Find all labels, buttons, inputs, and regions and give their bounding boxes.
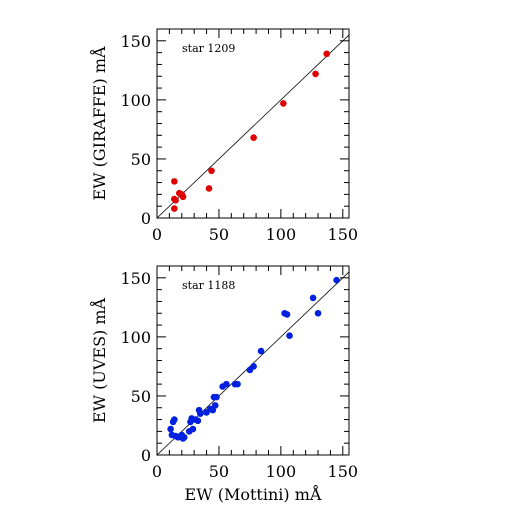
- data-point: [250, 363, 257, 370]
- x-tick-label: 50: [209, 462, 229, 481]
- data-point: [280, 100, 287, 107]
- data-point: [286, 332, 293, 339]
- data-point: [223, 380, 230, 388]
- data-point: [283, 311, 291, 318]
- data-point: [213, 393, 220, 401]
- data-point: [205, 185, 213, 192]
- data-point: [323, 50, 331, 58]
- y-axis-label: EW (UVES) mÅ: [89, 297, 109, 423]
- top-panel: 0 50 100 150 0 50 100 150 star 1209 EW (GIRAFFE) …: [89, 28, 359, 244]
- y-axis-label: EW (GIRAFFE) mÅ: [89, 46, 109, 201]
- bottom-panel: 0 50 100 150 0 50 100 150 star 1188 EW (UVES) mÅ E…: [89, 265, 359, 504]
- data-point: [194, 417, 202, 425]
- x-tick-label: 100: [266, 462, 297, 481]
- data-point: [312, 70, 319, 78]
- data-point: [171, 178, 178, 185]
- data-point: [211, 402, 219, 409]
- x-tick-label: 150: [328, 225, 359, 244]
- y-tick-label: 50: [131, 150, 151, 169]
- data-point: [172, 196, 179, 204]
- data-point: [250, 134, 257, 141]
- x-tick-label: 150: [328, 462, 359, 481]
- data-point: [167, 425, 174, 433]
- data-point: [175, 189, 183, 197]
- plot-frame: [156, 28, 350, 219]
- data-point: [333, 276, 340, 284]
- data-point: [208, 167, 215, 175]
- y-tick-label: 100: [120, 328, 151, 347]
- x-axis-label: EW (Mottini) mÅ: [185, 484, 322, 504]
- data-point: [189, 425, 197, 433]
- data-point: [309, 294, 317, 302]
- plot-frame: [156, 265, 350, 456]
- y-tick-label: 0: [141, 446, 151, 465]
- panel-label: star 1188: [182, 279, 235, 292]
- data-point: [171, 205, 178, 212]
- data-point: [180, 433, 188, 441]
- x-tick-label: 100: [266, 225, 297, 244]
- identity-line: [157, 34, 349, 218]
- y-tick-label: 150: [120, 269, 151, 288]
- x-tick-label: 0: [152, 225, 162, 244]
- data-point: [171, 416, 178, 423]
- y-tick-label: 50: [131, 387, 151, 406]
- panel-label: star 1209: [182, 42, 235, 55]
- y-tick-label: 0: [141, 209, 151, 228]
- data-point: [257, 347, 265, 355]
- y-tick-label: 100: [120, 91, 151, 110]
- data-point: [314, 309, 322, 317]
- x-tick-label: 50: [209, 225, 229, 244]
- data-point: [234, 380, 241, 388]
- y-tick-label: 150: [120, 32, 151, 51]
- x-tick-label: 0: [152, 462, 162, 481]
- data-point: [197, 410, 204, 417]
